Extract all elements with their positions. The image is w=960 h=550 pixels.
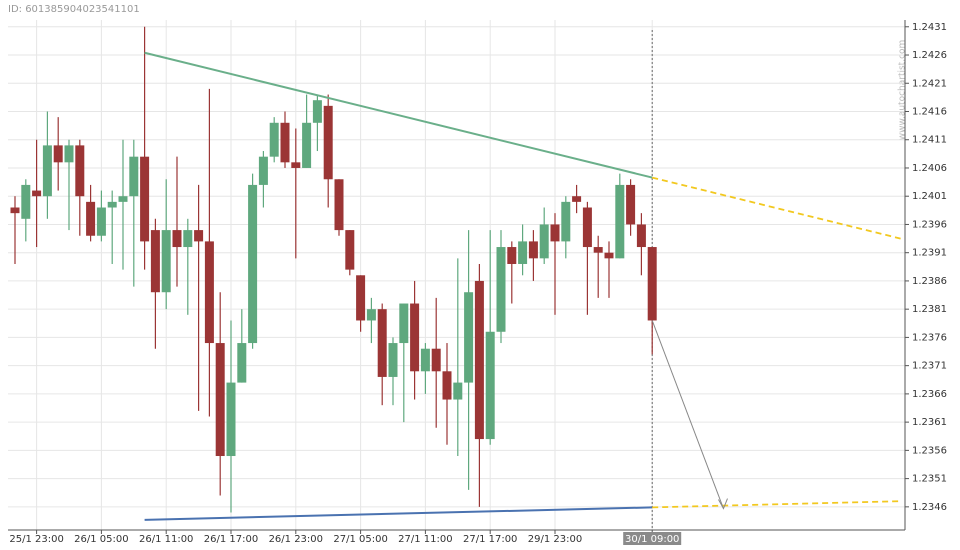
trend-line — [144, 506, 653, 521]
candle-body — [140, 156, 150, 242]
y-tick-label: 1.2426 — [912, 50, 947, 61]
trend-line — [144, 51, 653, 179]
candle-body — [183, 230, 193, 248]
candle-body — [129, 156, 139, 197]
candle-body — [248, 184, 258, 344]
candle-body — [172, 230, 182, 248]
candle-body — [86, 201, 96, 236]
candle-body — [464, 292, 474, 383]
x-tick-label: 26/1 05:00 — [74, 534, 128, 545]
candle-body — [334, 179, 344, 231]
y-tick-label: 1.2396 — [912, 219, 947, 230]
candle-body — [366, 309, 376, 321]
y-tick-label: 1.2411 — [912, 135, 947, 146]
candle-body — [10, 207, 20, 214]
x-tick-label: 29/1 23:00 — [528, 534, 582, 545]
y-tick-label: 1.2346 — [912, 502, 947, 513]
y-tick-label: 1.2406 — [912, 163, 947, 174]
candle-body — [485, 331, 495, 440]
x-tick-label: 27/1 17:00 — [463, 534, 517, 545]
candle-body — [388, 343, 398, 377]
candle-body — [442, 371, 452, 400]
candle-body — [615, 184, 625, 259]
candle-body — [75, 145, 85, 197]
candle-body — [96, 207, 106, 236]
candle-body — [539, 224, 549, 259]
y-tick-label: 1.2376 — [912, 332, 947, 343]
x-tick-label: 26/1 11:00 — [139, 534, 193, 545]
candle-body — [204, 241, 214, 344]
chart-id: ID: 601385904023541101 — [8, 4, 140, 15]
candle-body — [420, 348, 430, 372]
candle-body — [496, 247, 506, 332]
y-tick-label: 1.2381 — [912, 304, 947, 315]
trend-line — [651, 176, 901, 240]
y-tick-label: 1.2356 — [912, 445, 947, 456]
candle-body — [518, 241, 528, 264]
candle-body — [356, 275, 366, 321]
y-tick-label: 1.2361 — [912, 417, 947, 428]
candle-body — [118, 196, 128, 202]
candle-body — [431, 348, 441, 372]
candle-body — [507, 247, 517, 264]
candle-body — [150, 230, 160, 293]
candle-body — [377, 309, 387, 377]
candle-body — [312, 100, 322, 123]
candle-body — [280, 122, 290, 163]
candle-body — [237, 343, 247, 383]
x-tick-label: 26/1 23:00 — [269, 534, 323, 545]
candle-body — [323, 105, 333, 180]
candle-body — [161, 230, 171, 293]
candle-body — [453, 382, 463, 400]
candle-body — [550, 224, 560, 242]
candle-body — [474, 280, 484, 440]
candle-body — [626, 184, 636, 225]
y-tick-label: 1.2431 — [912, 22, 947, 33]
candle-body — [582, 207, 592, 248]
candle-body — [269, 122, 279, 157]
candle-body — [42, 145, 52, 197]
candle-body — [561, 201, 571, 242]
candle-body — [528, 241, 538, 259]
trend-line — [651, 320, 724, 509]
candle-body — [107, 201, 117, 208]
candle-body — [215, 343, 225, 457]
arrow-head — [718, 498, 728, 510]
candle-body — [53, 145, 63, 163]
candle-body — [64, 145, 74, 163]
candle-body — [572, 196, 582, 202]
y-tick-label: 1.2416 — [912, 106, 947, 117]
candle-body — [604, 252, 614, 259]
candle-body — [258, 156, 268, 185]
y-tick-label: 1.2421 — [912, 78, 947, 89]
candle-body — [593, 247, 603, 253]
candle-body — [32, 190, 42, 197]
x-tick-label: 27/1 05:00 — [333, 534, 387, 545]
x-tick-label: 30/1 09:00 — [625, 534, 679, 545]
x-tick-label: 26/1 17:00 — [204, 534, 258, 545]
y-tick-label: 1.2401 — [912, 191, 947, 202]
candle-body — [302, 122, 312, 168]
candle-body — [399, 303, 409, 344]
candle-body — [410, 303, 420, 372]
x-tick-label: 25/1 23:00 — [9, 534, 63, 545]
watermark: www.autochartist.com — [898, 40, 908, 141]
y-tick-label: 1.2366 — [912, 389, 947, 400]
candle-body — [636, 224, 646, 248]
candle-body — [647, 247, 657, 321]
y-tick-label: 1.2386 — [912, 276, 947, 287]
y-tick-label: 1.2391 — [912, 248, 947, 259]
candle-body — [194, 230, 204, 242]
candle-body — [291, 162, 301, 168]
candle-body — [226, 382, 236, 457]
y-tick-label: 1.2371 — [912, 361, 947, 372]
y-tick-label: 1.2351 — [912, 474, 947, 485]
x-label-highlight — [623, 532, 682, 545]
candle-body — [345, 230, 355, 270]
x-tick-label: 27/1 11:00 — [398, 534, 452, 545]
candle-body — [21, 184, 31, 219]
trend-line — [652, 500, 901, 509]
